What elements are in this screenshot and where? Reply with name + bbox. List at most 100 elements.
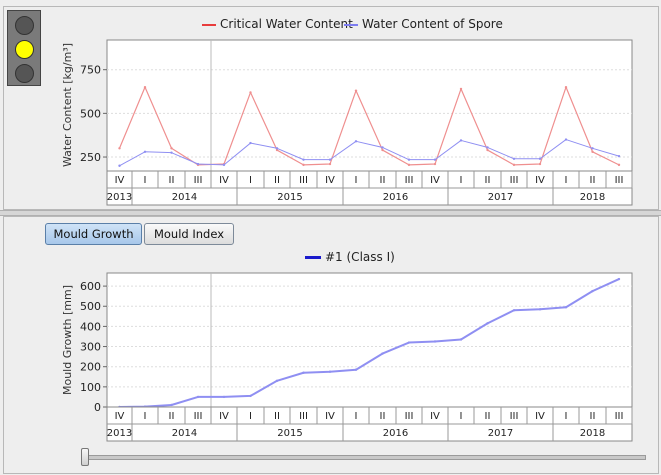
bottom-y-axis-label: Mould Growth [mm] bbox=[61, 285, 74, 395]
quarter-label: II bbox=[590, 175, 596, 186]
quarter-label: IV bbox=[535, 411, 545, 422]
y-tick-label: 0 bbox=[94, 401, 101, 414]
quarter-label: III bbox=[194, 411, 203, 422]
quarter-label: II bbox=[274, 411, 280, 422]
data-point bbox=[512, 157, 516, 160]
data-point bbox=[538, 162, 542, 166]
quarter-label: IV bbox=[325, 411, 335, 422]
data-point bbox=[328, 370, 332, 373]
year-label: 2017 bbox=[488, 428, 513, 439]
quarter-label: I bbox=[355, 411, 358, 422]
data-point bbox=[328, 162, 332, 166]
year-label: 2016 bbox=[383, 428, 408, 439]
y-tick-label: 750 bbox=[80, 64, 101, 77]
data-point bbox=[433, 162, 437, 166]
data-point bbox=[407, 158, 411, 161]
data-point bbox=[196, 395, 200, 399]
legend-swatch-critical bbox=[202, 23, 216, 26]
data-point bbox=[354, 89, 358, 92]
data-point bbox=[538, 157, 542, 160]
quarter-label: III bbox=[405, 175, 414, 186]
quarter-label: IV bbox=[115, 175, 125, 186]
legend-swatch-spore bbox=[344, 23, 358, 26]
top-y-axis-label: Water Content [kg/m³] bbox=[61, 43, 74, 167]
data-point bbox=[407, 341, 411, 344]
y-tick-label: 500 bbox=[80, 300, 101, 313]
data-point bbox=[354, 140, 358, 143]
quarter-label: III bbox=[405, 411, 414, 422]
data-point bbox=[143, 150, 147, 153]
quarter-label: III bbox=[194, 175, 203, 186]
quarter-label: I bbox=[460, 175, 463, 186]
data-point bbox=[354, 368, 358, 371]
quarter-label: IV bbox=[115, 411, 125, 422]
data-point bbox=[617, 163, 621, 167]
y-tick-label: 500 bbox=[80, 107, 101, 120]
year-label: 2013 bbox=[107, 192, 132, 203]
quarter-label: IV bbox=[430, 175, 440, 186]
data-point bbox=[222, 395, 226, 399]
time-slider-thumb[interactable] bbox=[81, 448, 89, 466]
data-point bbox=[538, 308, 542, 311]
traffic-light-red-lamp bbox=[15, 16, 34, 35]
plot-area bbox=[106, 39, 633, 172]
data-point bbox=[118, 164, 121, 167]
data-point bbox=[591, 289, 594, 293]
series-line bbox=[119, 139, 620, 167]
year-label: 2013 bbox=[107, 428, 132, 439]
legend-swatch-class1 bbox=[305, 256, 321, 259]
quarter-label: III bbox=[299, 411, 308, 422]
data-point bbox=[143, 85, 147, 89]
data-point bbox=[196, 162, 200, 166]
y-tick-label: 300 bbox=[80, 341, 101, 354]
bottom-legend-class1: #1 (Class I) bbox=[305, 250, 395, 264]
year-label: 2014 bbox=[172, 192, 197, 203]
data-point bbox=[249, 141, 252, 145]
year-label: 2015 bbox=[277, 192, 302, 203]
data-point bbox=[249, 91, 252, 94]
data-point bbox=[328, 158, 332, 161]
quarter-label: II bbox=[485, 411, 491, 422]
quarter-label: IV bbox=[430, 411, 440, 422]
tab-mould-growth[interactable]: Mould Growth bbox=[45, 223, 142, 245]
data-point bbox=[275, 148, 279, 152]
tab-mould-index[interactable]: Mould Index bbox=[144, 223, 234, 245]
y-tick-label: 100 bbox=[80, 381, 101, 394]
year-label: 2018 bbox=[580, 428, 605, 439]
data-point bbox=[564, 138, 568, 141]
quarter-label: II bbox=[380, 411, 386, 422]
top-legend-spore: Water Content of Spore bbox=[344, 17, 503, 31]
data-point bbox=[170, 403, 173, 407]
year-label: 2017 bbox=[488, 192, 513, 203]
data-point bbox=[381, 148, 384, 152]
quarter-label: I bbox=[144, 411, 147, 422]
quarter-label: III bbox=[510, 411, 519, 422]
data-point bbox=[486, 148, 489, 152]
data-point bbox=[459, 87, 463, 91]
data-point bbox=[170, 147, 173, 150]
y-tick-label: 200 bbox=[80, 361, 101, 374]
quarter-label: I bbox=[355, 175, 358, 186]
data-point bbox=[617, 154, 621, 158]
data-point bbox=[433, 158, 437, 161]
quarter-label: III bbox=[615, 175, 624, 186]
time-slider-track[interactable] bbox=[86, 455, 646, 460]
quarter-label: III bbox=[615, 411, 624, 422]
data-point bbox=[564, 306, 568, 309]
quarter-label: IV bbox=[219, 175, 229, 186]
year-label: 2016 bbox=[383, 192, 408, 203]
data-point bbox=[591, 150, 594, 153]
data-point bbox=[512, 163, 516, 167]
quarter-label: II bbox=[590, 411, 596, 422]
year-label: 2018 bbox=[580, 192, 605, 203]
y-tick-label: 250 bbox=[80, 151, 101, 164]
plot-area bbox=[106, 272, 633, 408]
quarter-label: III bbox=[510, 175, 519, 186]
quarter-label: IV bbox=[219, 411, 229, 422]
data-point bbox=[433, 340, 437, 343]
data-point bbox=[381, 146, 384, 149]
split-pane-divider[interactable] bbox=[0, 210, 661, 216]
data-point bbox=[275, 147, 279, 150]
data-point bbox=[486, 146, 489, 149]
